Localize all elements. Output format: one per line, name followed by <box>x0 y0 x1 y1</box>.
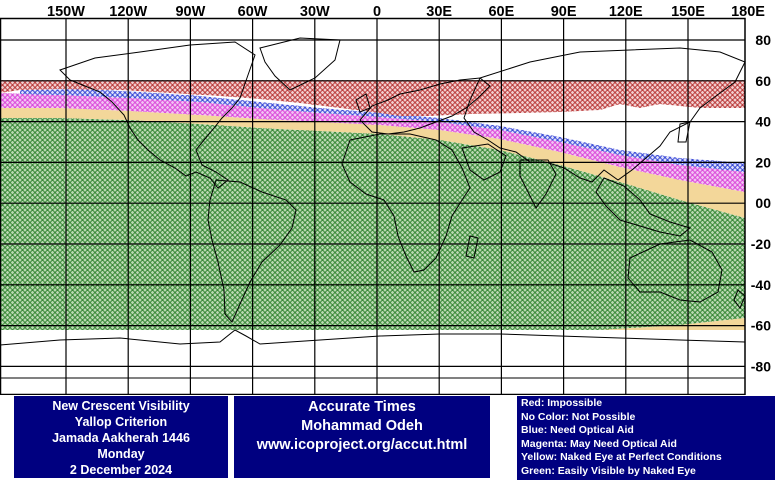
asia <box>463 47 746 183</box>
longitude-label: 30W <box>300 4 330 20</box>
north-america <box>59 41 256 189</box>
credits-panel: Accurate Times Mohammad Odeh www.icoproj… <box>234 396 490 478</box>
latitude-label: -20 <box>751 236 771 252</box>
lat-lon-grid <box>0 19 745 394</box>
zone-green <box>0 118 745 330</box>
map-frame <box>0 17 746 396</box>
longitude-label: 60E <box>488 4 514 20</box>
latitude-label: -80 <box>751 358 771 374</box>
legend-yellow: Yellow: Naked Eye at Perfect Conditions <box>521 451 722 463</box>
southeast-asia <box>595 177 692 237</box>
credits-title: Accurate Times <box>308 399 416 415</box>
legend-panel: Red: Impossible No Color: Not Possible B… <box>517 396 775 480</box>
visibility-map: 150W 120W 90W 60W 30W 0 30E 60E 90E 120E 150E 180E … <box>0 4 771 396</box>
longitude-label: 120W <box>109 4 147 20</box>
south-america <box>207 179 297 323</box>
longitude-label: 90W <box>175 4 205 20</box>
legend-none: No Color: Not Possible <box>521 410 636 423</box>
latitude-label: 40 <box>755 114 771 130</box>
longitude-labels: 150W 120W 90W 60W 30W 0 30E 60E 90E 120E 150E 180E <box>47 4 765 20</box>
latitude-label: 20 <box>755 154 771 170</box>
latitude-label: -60 <box>751 318 771 334</box>
japan <box>677 121 691 143</box>
longitude-label: 120E <box>609 4 643 20</box>
zone-blue <box>20 89 745 172</box>
zone-yellow-south <box>600 318 745 330</box>
panel-title: New Crescent Visibility <box>52 399 190 413</box>
madagascar <box>465 235 479 259</box>
longitude-label: 150E <box>671 4 705 20</box>
legend-red: Red: Impossible <box>521 397 603 409</box>
longitude-label: 150W <box>47 4 85 20</box>
latitude-label: 80 <box>755 32 771 48</box>
continent-outlines <box>0 37 746 379</box>
criterion-info-panel: New Crescent Visibility Yallop Criterion… <box>14 396 228 478</box>
latitude-label: 60 <box>755 73 771 89</box>
europe <box>359 77 491 135</box>
map-svg: 150W 120W 90W 60W 30W 0 30E 60E 90E 120E 150E 180E … <box>0 4 771 396</box>
legend-magenta: Magenta: May Need Optical Aid <box>521 437 677 450</box>
antarctica <box>0 329 746 379</box>
british-isles <box>355 93 371 113</box>
criterion-name: Yallop Criterion <box>74 415 168 429</box>
hijri-month: Jamada Aakherah 1446 <box>52 431 190 445</box>
longitude-label: 0 <box>373 4 381 20</box>
longitude-label: 180E <box>731 4 765 20</box>
author-name: Mohammad Odeh <box>301 418 423 434</box>
gregorian-date: 2 December 2024 <box>69 463 173 477</box>
zone-red <box>0 80 745 116</box>
latitude-label: -40 <box>751 277 771 293</box>
zone-yellow <box>0 108 745 218</box>
legend-green: Green: Easily Visible by Naked Eye <box>521 464 696 477</box>
africa <box>341 133 471 273</box>
latitude-labels: 80 60 40 20 00 -20 -40 -60 -80 <box>751 32 771 374</box>
weekday: Monday <box>97 447 145 461</box>
longitude-label: 30E <box>426 4 452 20</box>
latitude-label: 00 <box>755 195 771 211</box>
longitude-label: 60W <box>238 4 268 20</box>
australia <box>627 239 723 303</box>
legend-blue: Blue: Need Optical Aid <box>521 424 634 436</box>
longitude-label: 90E <box>551 4 577 20</box>
website-link[interactable]: www.icoproject.org/accut.html <box>256 437 468 453</box>
new-zealand <box>733 289 746 309</box>
zone-magenta <box>0 93 745 192</box>
arabia <box>461 143 507 181</box>
visibility-zones <box>0 80 745 330</box>
